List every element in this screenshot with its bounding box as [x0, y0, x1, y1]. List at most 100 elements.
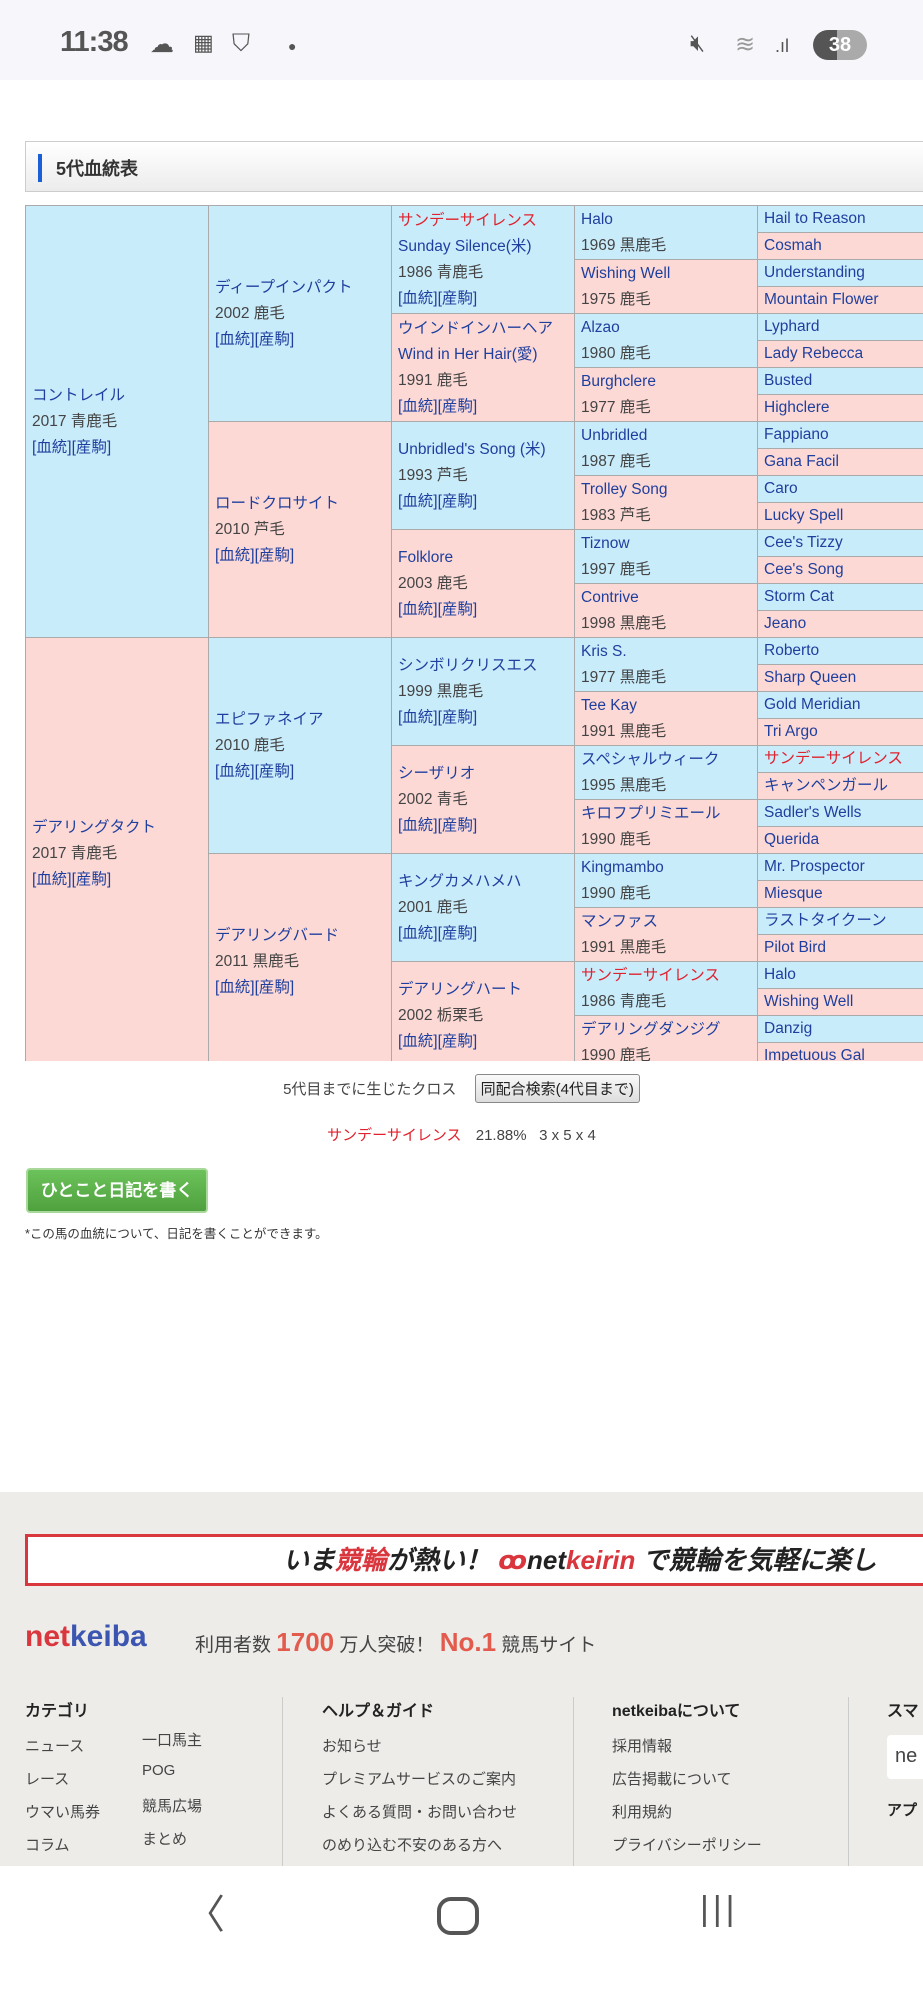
horse-name-link[interactable]: Mr. Prospector — [764, 858, 865, 875]
pedigree-link[interactable]: [血統] — [215, 546, 255, 564]
cross-horse-link[interactable]: サンデーサイレンス — [327, 1127, 462, 1144]
horse-name-link[interactable]: マンファス — [581, 912, 659, 930]
footer-link[interactable]: 競馬広場 — [142, 1798, 203, 1815]
horse-name-link[interactable]: Contrive — [581, 588, 639, 606]
offspring-link[interactable]: [産駒] — [437, 708, 478, 726]
horse-name-link[interactable]: Understanding — [764, 264, 865, 281]
horse-name-link[interactable]: Impetuous Gal — [764, 1047, 865, 1061]
horse-name-link[interactable]: Lyphard — [764, 318, 820, 335]
horse-name-link[interactable]: Lady Rebecca — [764, 345, 864, 362]
footer-link[interactable]: よくある質問・お問い合わせ — [322, 1804, 518, 1821]
offspring-link[interactable]: [産駒] — [437, 600, 478, 618]
horse-name-link[interactable]: Unbridled — [581, 426, 648, 444]
offspring-link[interactable]: [産駒] — [71, 870, 112, 888]
pedigree-link[interactable]: [血統] — [398, 924, 438, 942]
horse-name-link[interactable]: Gold Meridian — [764, 696, 861, 713]
horse-name-link[interactable]: デアリングタクト — [32, 818, 157, 836]
back-icon[interactable]: 〈 — [185, 1893, 225, 1937]
horse-name-link[interactable]: ロードクロサイト — [215, 494, 340, 512]
footer-link[interactable]: POG — [142, 1762, 176, 1779]
offspring-link[interactable]: [産駒] — [437, 289, 478, 307]
horse-name-link[interactable]: Querida — [764, 831, 820, 848]
footer-link[interactable]: 広告掲載について — [612, 1771, 732, 1788]
pedigree-link[interactable]: [血統] — [398, 816, 438, 834]
horse-name-link[interactable]: Tri Argo — [764, 723, 818, 740]
pedigree-link[interactable]: [血統] — [215, 978, 255, 996]
horse-name-link[interactable]: Burghclere — [581, 372, 656, 390]
horse-name-link[interactable]: Highclere — [764, 399, 830, 416]
pedigree-link[interactable]: [血統] — [398, 708, 438, 726]
horse-name-link[interactable]: Mountain Flower — [764, 291, 879, 308]
horse-name-link[interactable]: エピファネイア — [215, 710, 324, 728]
horse-name-link[interactable]: スペシャルウィーク — [581, 750, 720, 768]
netkeiba-logo[interactable]: netkeiba — [25, 1620, 147, 1654]
app-link[interactable]: ne — [887, 1735, 923, 1779]
horse-name-link[interactable]: キロフプリミエール — [581, 804, 721, 822]
pedigree-link[interactable]: [血統] — [398, 492, 438, 510]
recents-icon[interactable]: ||| — [700, 1890, 739, 1928]
horse-name-link[interactable]: Kris S. — [581, 642, 627, 660]
horse-name-link[interactable]: Cosmah — [764, 237, 822, 254]
horse-name-link[interactable]: Wishing Well — [581, 264, 671, 282]
horse-name-link[interactable]: デアリングハート — [398, 980, 523, 998]
horse-name-link[interactable]: Hail to Reason — [764, 210, 866, 227]
offspring-link[interactable]: [産駒] — [437, 1032, 478, 1050]
same-breeding-search-button[interactable]: 同配合検索(4代目まで) — [474, 1074, 640, 1103]
horse-name-link[interactable]: キャンペンガール — [764, 777, 889, 794]
horse-name-link[interactable]: デアリングダンジグ — [581, 1020, 721, 1038]
footer-link[interactable]: まとめ — [142, 1831, 188, 1848]
offspring-link[interactable]: [産駒] — [437, 492, 478, 510]
footer-link[interactable]: 採用情報 — [612, 1738, 673, 1755]
footer-link[interactable]: プレミアムサービスのご案内 — [322, 1771, 516, 1788]
horse-name-link[interactable]: Fappiano — [764, 426, 829, 443]
horse-name-link[interactable]: Wishing Well — [764, 993, 854, 1010]
footer-link[interactable]: 利用規約 — [612, 1804, 673, 1821]
horse-name-link[interactable]: Miesque — [764, 885, 823, 902]
horse-name-link[interactable]: Caro — [764, 480, 798, 497]
horse-name-link[interactable]: Gana Facil — [764, 453, 839, 470]
netkeirin-banner[interactable]: いま競輪が熱い！ ꝏnetkeirin で競輪を気軽に楽し — [25, 1534, 923, 1586]
horse-name-link[interactable]: Sharp Queen — [764, 669, 857, 686]
offspring-link[interactable]: [産駒] — [437, 924, 478, 942]
offspring-link[interactable]: [産駒] — [254, 330, 295, 348]
horse-name-link[interactable]: デアリングバード — [215, 926, 340, 944]
footer-link[interactable]: ニュース — [25, 1738, 85, 1755]
pedigree-link[interactable]: [血統] — [398, 397, 438, 415]
horse-name-link[interactable]: Cee's Tizzy — [764, 534, 843, 551]
footer-link[interactable]: プライバシーポリシー — [612, 1837, 762, 1854]
write-diary-button[interactable]: ひとこと日記を書く — [26, 1168, 208, 1213]
horse-name-link[interactable]: Jeano — [764, 615, 807, 632]
horse-name-link[interactable]: Lucky Spell — [764, 507, 844, 524]
horse-name-link[interactable]: ラストタイクーン — [764, 912, 887, 929]
offspring-link[interactable]: [産駒] — [437, 397, 478, 415]
horse-english-name[interactable]: Sunday Silence(米) — [398, 237, 532, 255]
horse-name-link[interactable]: シーザリオ — [398, 764, 476, 782]
pedigree-link[interactable]: [血統] — [215, 330, 255, 348]
horse-name-link[interactable]: ウインドインハーヘア — [398, 319, 554, 337]
horse-name-link[interactable]: Sadler's Wells — [764, 804, 862, 821]
horse-name-link[interactable]: Unbridled's Song (米) — [398, 440, 546, 458]
horse-name-link[interactable]: サンデーサイレンス — [581, 966, 720, 984]
pedigree-link[interactable]: [血統] — [215, 762, 255, 780]
pedigree-link[interactable]: [血統] — [398, 289, 438, 307]
footer-link[interactable]: のめり込む不安のある方へ — [322, 1837, 503, 1854]
pedigree-link[interactable]: [血統] — [32, 870, 72, 888]
horse-name-link[interactable]: Danzig — [764, 1020, 813, 1037]
horse-name-link[interactable]: シンボリクリスエス — [398, 656, 538, 674]
horse-name-link[interactable]: サンデーサイレンス — [398, 211, 537, 229]
offspring-link[interactable]: [産駒] — [254, 762, 295, 780]
horse-name-link[interactable]: ディープインパクト — [215, 278, 353, 296]
pedigree-table-container[interactable]: コントレイル 2017 青鹿毛 [血統][産駒] ディープインパクト 2002 鹿毛 [血… — [25, 205, 923, 1061]
offspring-link[interactable]: [産駒] — [71, 438, 112, 456]
horse-name-link[interactable]: Trolley Song — [581, 480, 668, 498]
horse-name-link[interactable]: Folklore — [398, 548, 454, 566]
horse-name-link[interactable]: Cee's Song — [764, 561, 844, 578]
footer-link[interactable]: コラム — [25, 1837, 70, 1854]
offspring-link[interactable]: [産駒] — [437, 816, 478, 834]
footer-link[interactable]: お知らせ — [322, 1738, 382, 1755]
pedigree-link[interactable]: [血統] — [32, 438, 72, 456]
footer-link[interactable]: ウマい馬券 — [25, 1804, 101, 1821]
horse-name-link[interactable]: コントレイル — [32, 386, 126, 404]
horse-name-link[interactable]: Halo — [581, 210, 613, 228]
horse-name-link[interactable]: Roberto — [764, 642, 820, 659]
